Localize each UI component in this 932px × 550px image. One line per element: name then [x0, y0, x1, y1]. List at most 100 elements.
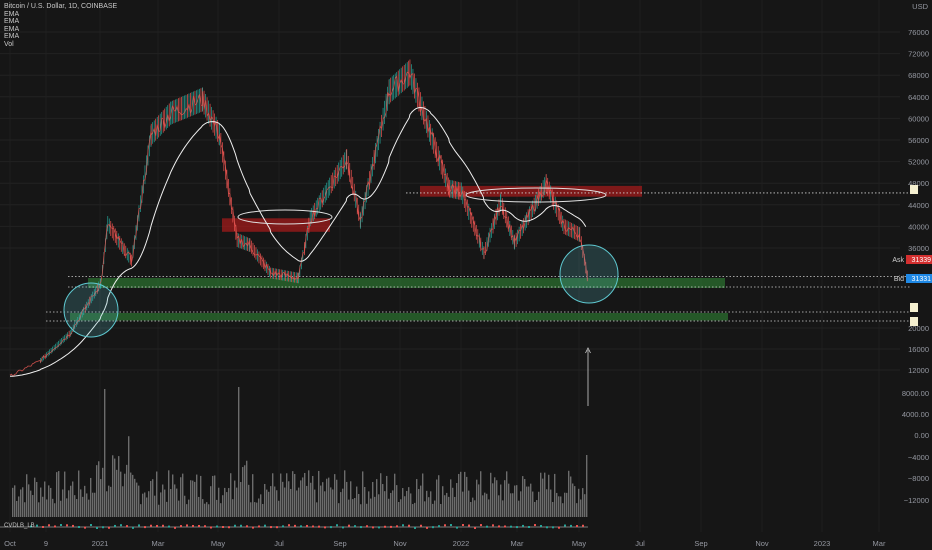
cvd-bar — [288, 524, 290, 527]
cvd-bar — [150, 524, 152, 527]
volume-bar — [438, 475, 440, 517]
cvd-bar — [474, 526, 476, 529]
volume-bar — [70, 485, 72, 517]
volume-bar — [296, 490, 298, 517]
cvd-bar — [192, 524, 194, 527]
volume-bar — [494, 477, 496, 517]
level-marker — [910, 303, 918, 312]
time-tick-label: Nov — [755, 539, 769, 548]
volume-bar — [304, 472, 306, 517]
legend-symbol[interactable]: Bitcoin / U.S. Dollar, 1D, COINBASE — [4, 3, 118, 10]
price-scale[interactable]: USD 76000 72000 68000 64000 60000 56000 52000 48… — [892, 2, 932, 505]
volume-bar — [220, 503, 222, 517]
volume-bar — [292, 471, 294, 517]
volume-bar — [192, 480, 194, 517]
volume-bar — [486, 493, 488, 517]
volume-bar — [190, 480, 192, 517]
volume-bars — [0, 387, 588, 529]
volume-bar — [346, 481, 348, 517]
legend-ema-3[interactable]: EMA — [4, 25, 20, 33]
cvd-bar — [414, 526, 416, 529]
volume-bar — [216, 499, 218, 517]
volume-bar — [256, 502, 258, 517]
volume-bar — [130, 472, 132, 517]
cvd-bar — [576, 525, 578, 528]
volume-bar — [218, 487, 220, 517]
volume-bar — [208, 504, 210, 517]
time-tick-label: Jul — [274, 539, 284, 548]
legend-ema-1[interactable]: EMA — [4, 10, 20, 18]
cvd-bar — [126, 525, 128, 528]
bid-label: Bid — [894, 276, 904, 283]
volume-bar — [260, 494, 262, 517]
volume-bar — [112, 455, 114, 517]
cvd-bar — [102, 526, 104, 529]
volume-bar — [182, 473, 184, 517]
volume-bar — [288, 481, 290, 517]
cvd-bar — [468, 524, 470, 527]
volume-bar — [22, 487, 24, 517]
volume-bar — [572, 483, 574, 517]
volume-bar — [138, 485, 140, 517]
cvd-bar — [552, 526, 554, 529]
volume-bar — [76, 499, 78, 517]
volume-bar — [340, 492, 342, 517]
volume-bar — [132, 474, 134, 517]
volume-bar — [458, 473, 460, 517]
cvd-indicator-label[interactable]: CVDLB_LB — [4, 523, 35, 529]
volume-bar — [474, 500, 476, 517]
volume-bar — [136, 482, 138, 517]
cvd-bar — [216, 525, 218, 528]
volume-bar — [518, 500, 520, 517]
volume-bar — [338, 503, 340, 517]
volume-bar — [350, 481, 352, 517]
cvd-bar — [162, 524, 164, 527]
volume-bar — [30, 490, 32, 517]
volume-bar — [68, 490, 70, 517]
cvd-bar — [336, 524, 338, 527]
cvd-bar — [186, 524, 188, 527]
time-tick-label: Jul — [635, 539, 645, 548]
volume-bar — [532, 491, 534, 517]
volume-bar — [446, 492, 448, 517]
volume-bar — [418, 489, 420, 517]
cvd-bar — [252, 526, 254, 529]
volume-bar — [248, 484, 250, 517]
cvd-bar — [84, 526, 86, 529]
volume-bar — [440, 503, 442, 517]
time-axis[interactable]: Oct 9 2021 Mar May Jul Sep Nov 2022 Mar May Jul Sep N… — [4, 539, 886, 548]
volume-bar — [274, 486, 276, 517]
time-tick-label: Sep — [333, 539, 346, 548]
highlight-circle-left — [63, 282, 119, 338]
volume-bar — [160, 492, 162, 517]
volume-bar — [408, 487, 410, 517]
volume-bar — [32, 495, 34, 517]
volume-bar — [84, 485, 86, 517]
volume-bar — [284, 487, 286, 517]
cvd-bar — [198, 524, 200, 527]
volume-bar — [34, 477, 36, 517]
legend-ema-2[interactable]: EMA — [4, 18, 20, 26]
volume-bar — [94, 492, 96, 517]
arrow-head — [585, 347, 591, 354]
volume-bar — [364, 486, 366, 517]
volume-tick-label: −12000 — [904, 496, 929, 505]
cvd-bar — [306, 524, 308, 527]
volume-bar — [146, 497, 148, 517]
legend-volume[interactable]: Vol — [4, 40, 14, 48]
time-tick-label: Oct — [4, 539, 17, 548]
cvd-bar — [144, 526, 146, 529]
cvd-bar — [246, 525, 248, 528]
volume-bar — [448, 496, 450, 517]
level-marker — [910, 185, 918, 194]
legend-ema-4[interactable]: EMA — [4, 33, 20, 41]
cvd-bar — [300, 525, 302, 528]
volume-bar — [480, 471, 482, 517]
volume-bar — [280, 473, 282, 517]
volume-bar — [490, 472, 492, 517]
volume-bar — [476, 479, 478, 517]
volume-bar — [396, 485, 398, 517]
volume-bar — [268, 491, 270, 517]
cvd-bar — [276, 526, 278, 529]
